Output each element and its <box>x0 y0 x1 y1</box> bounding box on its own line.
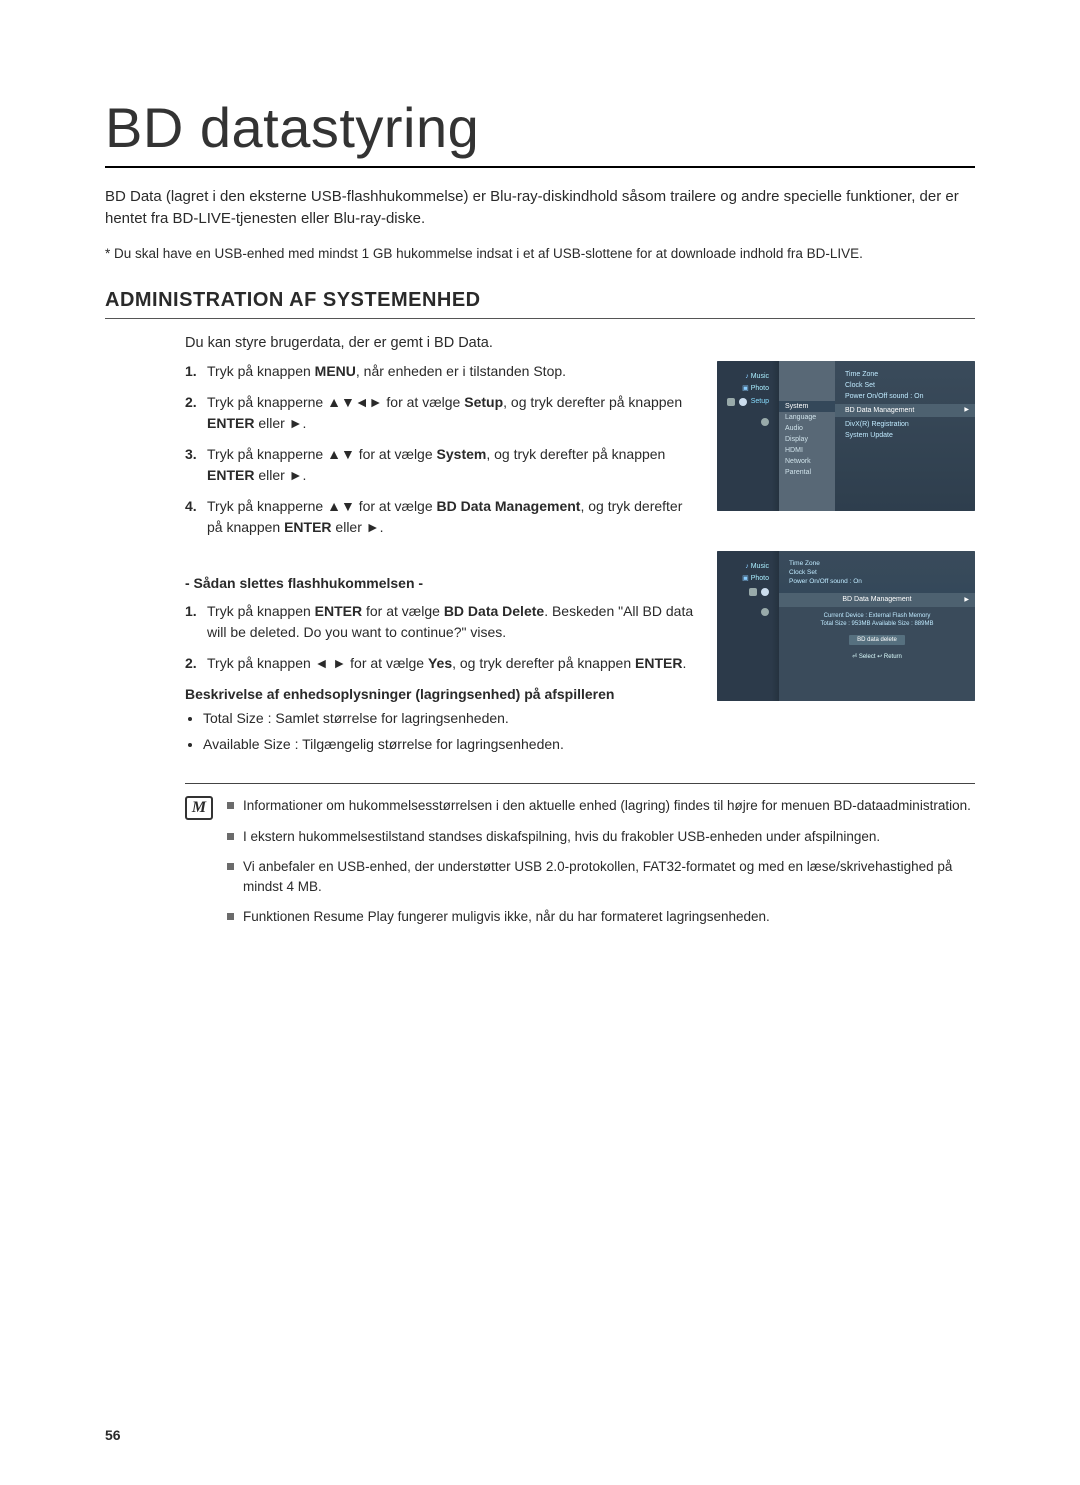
subheading-delete: - Sådan slettes flashhukommelsen - <box>185 575 699 591</box>
disc-icon <box>761 418 769 426</box>
note-icon: M <box>185 796 213 820</box>
ss-option: Clock Set <box>789 568 965 577</box>
ss-menu-item: HDMI <box>779 445 835 456</box>
ss-delete-button: BD data delete <box>849 635 905 645</box>
ss-info-line: Current Device : External Flash Memory <box>789 613 965 619</box>
ss-menu-item: Parental <box>779 467 835 478</box>
ss-icon-row <box>717 414 775 428</box>
note-item: Funktionen Resume Play fungerer muligvis… <box>227 907 975 927</box>
ss-menu-item: Language <box>779 412 835 423</box>
ss-icon-row: Setup <box>717 394 775 408</box>
bullet-list: Total Size : Samlet størrelse for lagrin… <box>185 708 699 755</box>
ss-menu-item: Audio <box>779 423 835 434</box>
ss-menu-item: Display <box>779 434 835 445</box>
notes-block: M Informationer om hukommelsesstørrelsen… <box>185 783 975 937</box>
step: Tryk på knappen ENTER for at vælge BD Da… <box>185 601 699 643</box>
section-heading: ADMINISTRATION AF SYSTEMENHED <box>105 289 975 319</box>
globe-icon <box>727 398 735 406</box>
ss-info-line: Total Size : 953MB Available Size : 889M… <box>789 621 965 627</box>
gear-icon <box>739 398 747 406</box>
ss-option: System Update <box>845 430 965 441</box>
ss-nav-item: ▣ Photo <box>717 572 775 584</box>
ss-nav-item: ♪ Music <box>717 561 775 572</box>
ss-menu-item: Network <box>779 456 835 467</box>
disc-icon <box>761 608 769 616</box>
screenshot-bd-data-mgmt: ♪ Music ▣ Photo Time Zone Clock Set Powe… <box>717 551 975 701</box>
ss-icon-row <box>717 604 775 618</box>
steps-list-2: Tryk på knappen ENTER for at vælge BD Da… <box>185 601 699 674</box>
screenshot-setup-menu: ♪ Music ▣ Photo Setup System Language <box>717 361 975 511</box>
gear-icon <box>761 588 769 596</box>
bullet-item: Available Size : Tilgængelig størrelse f… <box>203 734 699 756</box>
ss-menu-item: System <box>779 401 835 412</box>
ss-option-selected: BD Data Management <box>835 404 975 417</box>
ss-bar-selected: BD Data Management <box>779 593 975 607</box>
lead-text: Du kan styre brugerdata, der er gemt i B… <box>185 335 975 351</box>
ss-option: Time Zone <box>789 559 965 568</box>
ss-icon-row <box>717 584 775 598</box>
subheading-device-info: Beskrivelse af enhedsoplysninger (lagrin… <box>185 686 699 702</box>
ss-option: Power On/Off sound : On <box>789 577 965 586</box>
step: Tryk på knappen ◄ ► for at vælge Yes, og… <box>185 653 699 674</box>
bullet-item: Total Size : Samlet størrelse for lagrin… <box>203 708 699 730</box>
note-item: Vi anbefaler en USB-enhed, der understøt… <box>227 857 975 898</box>
ss-option: Time Zone <box>845 369 965 380</box>
step: Tryk på knappen MENU, når enheden er i t… <box>185 361 699 382</box>
note-item: Informationer om hukommelsesstørrelsen i… <box>227 796 975 816</box>
intro-paragraph: BD Data (lagret i den eksterne USB-flash… <box>105 186 975 230</box>
page-number: 56 <box>105 1427 121 1443</box>
notes-list: Informationer om hukommelsesstørrelsen i… <box>227 796 975 937</box>
page-title: BD datastyring <box>105 95 975 168</box>
ss-option: Power On/Off sound : On <box>845 391 965 402</box>
note-item: I ekstern hukommelsestilstand standses d… <box>227 827 975 847</box>
steps-list-1: Tryk på knappen MENU, når enheden er i t… <box>185 361 699 538</box>
step: Tryk på knapperne ▲▼ for at vælge BD Dat… <box>185 496 699 538</box>
step: Tryk på knapperne ▲▼◄► for at vælge Setu… <box>185 392 699 434</box>
footnote: * Du skal have en USB-enhed med mindst 1… <box>105 244 975 264</box>
globe-icon <box>749 588 757 596</box>
ss-option: Clock Set <box>845 380 965 391</box>
ss-nav-item: ♪ Music <box>717 371 775 382</box>
ss-option: DivX(R) Registration <box>845 419 965 430</box>
step: Tryk på knapperne ▲▼ for at vælge System… <box>185 444 699 486</box>
ss-nav-item: ▣ Photo <box>717 382 775 394</box>
ss-footer-hints: ⏎ Select ↩ Return <box>789 653 965 660</box>
